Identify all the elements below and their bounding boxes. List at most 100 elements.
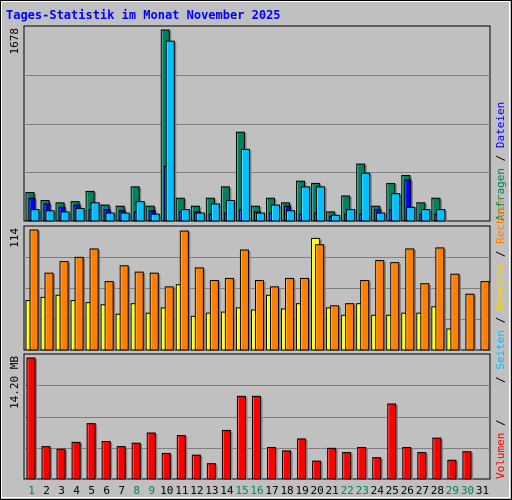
bar-besuche-day-9-body <box>149 272 159 351</box>
legend-anfragen-dateien-part-3: Dateien <box>494 102 507 148</box>
bar-besuche-day-9 <box>149 272 161 351</box>
bar-besuche-day-20 <box>315 244 326 351</box>
bar-dateien-day-15-body <box>240 148 250 222</box>
bar-dateien-day-10 <box>165 40 177 223</box>
x-tick-label-day-16: 16 <box>250 484 263 497</box>
bar-volumen-day-26-body <box>402 446 412 480</box>
x-tick-label-day-13: 13 <box>205 484 218 497</box>
legend-volumen-part-1: Volumen <box>494 433 507 479</box>
bar-volumen-day-7 <box>116 446 128 480</box>
bar-dateien-day-26-body <box>406 206 416 222</box>
bar-dateien-day-6-body <box>105 212 115 222</box>
bar-volumen-day-10-body <box>161 452 171 480</box>
bar-besuche-day-13 <box>209 280 221 351</box>
bar-volumen-day-27 <box>417 452 428 480</box>
bar-dateien-day-26 <box>406 206 417 222</box>
bar-besuche-day-30-body <box>465 293 475 351</box>
bar-besuche-day-18 <box>285 277 296 351</box>
bar-volumen-day-9-body <box>146 432 156 480</box>
bar-besuche-day-25 <box>390 262 401 351</box>
bar-volumen-day-1-body <box>26 357 36 480</box>
bar-volumen-day-24-body <box>372 457 382 480</box>
bar-volumen-day-29 <box>447 459 458 480</box>
bar-dateien-day-21-body <box>331 214 341 222</box>
bar-dateien-day-6 <box>105 212 117 222</box>
bar-volumen-day-12-body <box>191 454 201 480</box>
x-tick-label-day-25: 25 <box>386 484 399 497</box>
bar-besuche-day-25-body <box>390 262 400 351</box>
bar-volumen-day-22-body <box>342 452 352 480</box>
x-tick-label-day-6: 6 <box>103 484 110 497</box>
bar-dateien-day-13-body <box>210 203 220 222</box>
bar-volumen-day-8 <box>131 442 143 480</box>
bar-volumen-day-11-body <box>176 435 186 480</box>
bar-dateien-day-3 <box>60 211 72 222</box>
bar-volumen-day-2-body <box>41 446 51 480</box>
bar-besuche-day-5 <box>89 248 101 351</box>
bar-dateien-day-7-body <box>120 212 130 222</box>
bar-dateien-day-25-body <box>391 193 401 222</box>
bar-dateien-day-10-body <box>165 40 175 222</box>
x-tick-label-day-22: 22 <box>341 484 354 497</box>
bar-dateien-day-14 <box>225 200 237 222</box>
x-tick-label-day-10: 10 <box>160 484 173 497</box>
bar-dateien-day-18 <box>286 210 297 222</box>
legend-anfragen-dateien-part-1: Anfragen <box>494 168 507 221</box>
bar-besuche-day-16-body <box>254 280 264 351</box>
bar-volumen-day-16-body <box>251 395 261 480</box>
bar-dateien-day-19-body <box>301 186 311 222</box>
bar-besuche-day-17-body <box>270 286 280 351</box>
x-tick-label-day-8: 8 <box>133 484 140 497</box>
bar-dateien-day-25 <box>391 193 402 222</box>
bar-dateien-day-23 <box>361 172 372 222</box>
panel-2-ymax-label: 114 <box>8 228 21 248</box>
bar-besuche-day-27 <box>420 283 431 351</box>
bar-besuche-day-11-body <box>179 230 189 351</box>
bar-volumen-day-18 <box>282 450 293 480</box>
bar-besuche-day-1 <box>29 229 40 351</box>
x-tick-label-day-18: 18 <box>280 484 293 497</box>
bar-volumen-day-2 <box>41 446 53 480</box>
bar-volumen-day-11 <box>176 435 188 480</box>
bar-dateien-day-23-body <box>361 172 371 222</box>
bar-dateien-day-2 <box>45 210 57 222</box>
bar-volumen-day-6-body <box>101 441 111 480</box>
bar-volumen-day-26 <box>402 446 413 480</box>
x-tick-label-day-28: 28 <box>431 484 444 497</box>
bar-dateien-day-8 <box>135 201 147 222</box>
bar-volumen-day-21 <box>327 447 338 480</box>
bar-volumen-day-19 <box>297 438 308 480</box>
x-tick-label-day-12: 12 <box>190 484 203 497</box>
bar-volumen-day-13-body <box>206 463 216 480</box>
bar-dateien-day-21 <box>331 214 342 222</box>
bar-besuche-day-14-body <box>224 277 234 351</box>
bar-dateien-day-16 <box>255 212 267 222</box>
bar-besuche-day-8 <box>134 271 146 351</box>
legend-seiten-besuche-rechner-part-4: Besuche <box>494 264 507 310</box>
bar-besuche-day-26 <box>405 248 416 351</box>
bar-dateien-day-5 <box>90 202 102 222</box>
bar-besuche-day-26-body <box>405 248 415 351</box>
bar-volumen-day-27-body <box>417 452 427 480</box>
bar-besuche-day-23 <box>360 280 371 351</box>
bar-volumen-day-22 <box>342 452 353 480</box>
bar-volumen-day-4-body <box>71 441 81 480</box>
x-tick-label-day-30: 30 <box>461 484 474 497</box>
x-tick-label-day-24: 24 <box>371 484 385 497</box>
bar-besuche-day-11 <box>179 230 191 351</box>
bar-volumen-day-10 <box>161 452 173 480</box>
bar-besuche-day-28 <box>435 247 446 351</box>
bar-volumen-day-17 <box>267 446 278 480</box>
bar-dateien-day-15 <box>240 148 252 222</box>
bar-besuche-day-10-body <box>164 286 174 351</box>
bar-volumen-day-14-body <box>221 429 231 480</box>
bar-besuche-day-2-body <box>44 272 54 351</box>
bar-dateien-day-20 <box>316 186 327 222</box>
bar-dateien-day-11-body <box>180 209 190 222</box>
bar-besuche-day-28-body <box>435 247 445 351</box>
bar-besuche-day-29-body <box>450 273 460 351</box>
bar-besuche-day-10 <box>164 286 176 351</box>
bar-besuche-day-18-body <box>285 277 295 351</box>
x-tick-label-day-1: 1 <box>28 484 35 497</box>
